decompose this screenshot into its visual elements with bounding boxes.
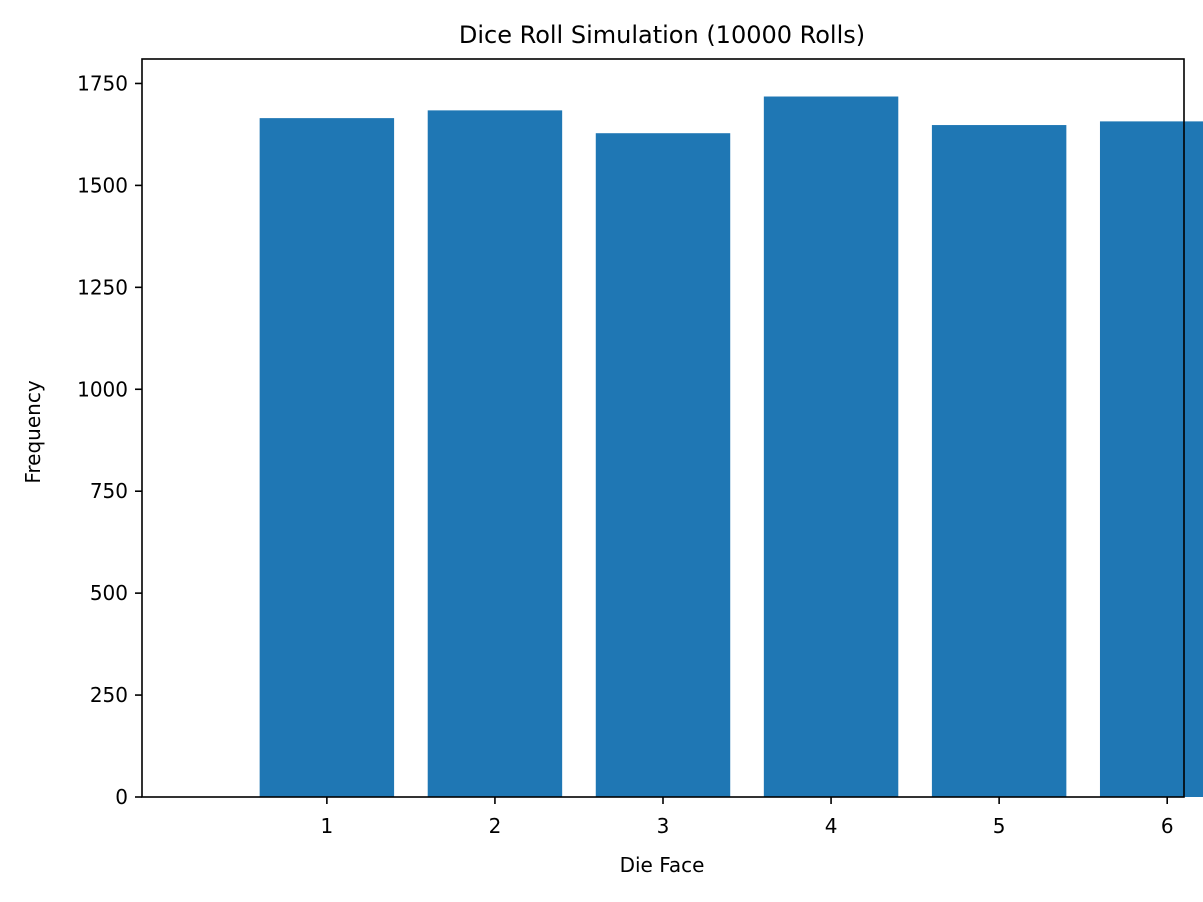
bar-face-1: [259, 118, 395, 798]
y-tick-label: 1750: [77, 71, 128, 95]
y-tick-label: 1000: [77, 377, 128, 401]
x-tick-label: 4: [825, 814, 838, 838]
x-axis-ticks: 1 2 3 4 5 6: [321, 797, 1174, 838]
x-axis-label: Die Face: [620, 853, 705, 877]
y-axis-label: Frequency: [21, 380, 45, 483]
bar-face-5: [931, 125, 1067, 797]
bars: [259, 96, 1203, 798]
y-tick-label: 750: [90, 479, 128, 503]
axes-frame: [141, 58, 1185, 798]
x-tick-label: 1: [321, 814, 334, 838]
x-tick-label: 6: [1161, 814, 1174, 838]
y-tick-label: 500: [90, 581, 128, 605]
chart-title: Dice Roll Simulation (10000 Rolls): [459, 21, 865, 49]
x-tick-label: 2: [489, 814, 502, 838]
bar-face-3: [595, 133, 731, 797]
y-tick-label: 0: [115, 785, 128, 809]
bar-face-2: [427, 110, 563, 798]
y-tick-label: 250: [90, 683, 128, 707]
y-axis-ticks: 0 250 500 750 1000 1250 1500 1750: [77, 71, 142, 809]
y-tick-label: 1500: [77, 173, 128, 197]
y-tick-label: 1250: [77, 275, 128, 299]
bar-face-6: [1099, 121, 1203, 797]
x-tick-label: 3: [657, 814, 670, 838]
x-tick-label: 5: [993, 814, 1006, 838]
bar-face-4: [763, 96, 899, 798]
